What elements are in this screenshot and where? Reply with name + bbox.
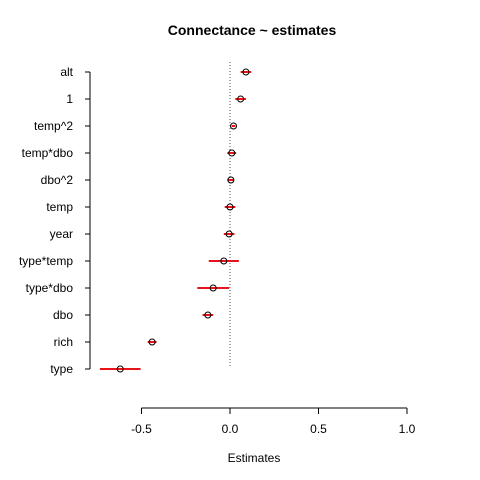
x-axis-label: Estimates bbox=[228, 451, 281, 465]
y-tick-label: alt bbox=[60, 65, 73, 79]
y-tick-label: temp bbox=[46, 200, 73, 214]
estimate-point bbox=[225, 230, 233, 238]
estimate-point bbox=[237, 95, 245, 103]
y-tick-label: dbo^2 bbox=[41, 173, 74, 187]
estimate-marks bbox=[99, 68, 252, 373]
estimate-point bbox=[230, 122, 238, 130]
y-tick-label: temp^2 bbox=[34, 119, 73, 133]
estimate-point bbox=[242, 68, 250, 76]
x-axis: -0.5 0.0 0.5 1.0 bbox=[131, 407, 416, 436]
estimate-point bbox=[116, 365, 124, 373]
estimate-point bbox=[220, 257, 228, 265]
x-tick-label: 0.0 bbox=[222, 422, 239, 436]
estimate-point bbox=[148, 338, 156, 346]
x-tick-label: -0.5 bbox=[131, 422, 152, 436]
y-tick-label: rich bbox=[54, 335, 73, 349]
x-tick-label: 0.5 bbox=[310, 422, 327, 436]
y-tick-label: type bbox=[50, 362, 73, 376]
x-tick-label: 1.0 bbox=[399, 422, 416, 436]
y-tick-label: dbo bbox=[53, 308, 73, 322]
y-tick-label: 1 bbox=[66, 92, 73, 106]
estimate-point bbox=[228, 149, 236, 157]
y-tick-label: type*dbo bbox=[26, 281, 74, 295]
y-tick-label: temp*dbo bbox=[22, 146, 74, 160]
estimate-point bbox=[204, 311, 212, 319]
estimate-point bbox=[226, 203, 234, 211]
y-tick-label: year bbox=[50, 227, 73, 241]
estimate-point bbox=[227, 176, 235, 184]
chart-title: Connectance ~ estimates bbox=[168, 22, 337, 38]
y-axis: alt 1 temp^2 temp*dbo dbo^2 temp year type*temp… bbox=[19, 65, 91, 376]
estimate-point bbox=[209, 284, 217, 292]
y-tick-label: type*temp bbox=[19, 254, 73, 268]
